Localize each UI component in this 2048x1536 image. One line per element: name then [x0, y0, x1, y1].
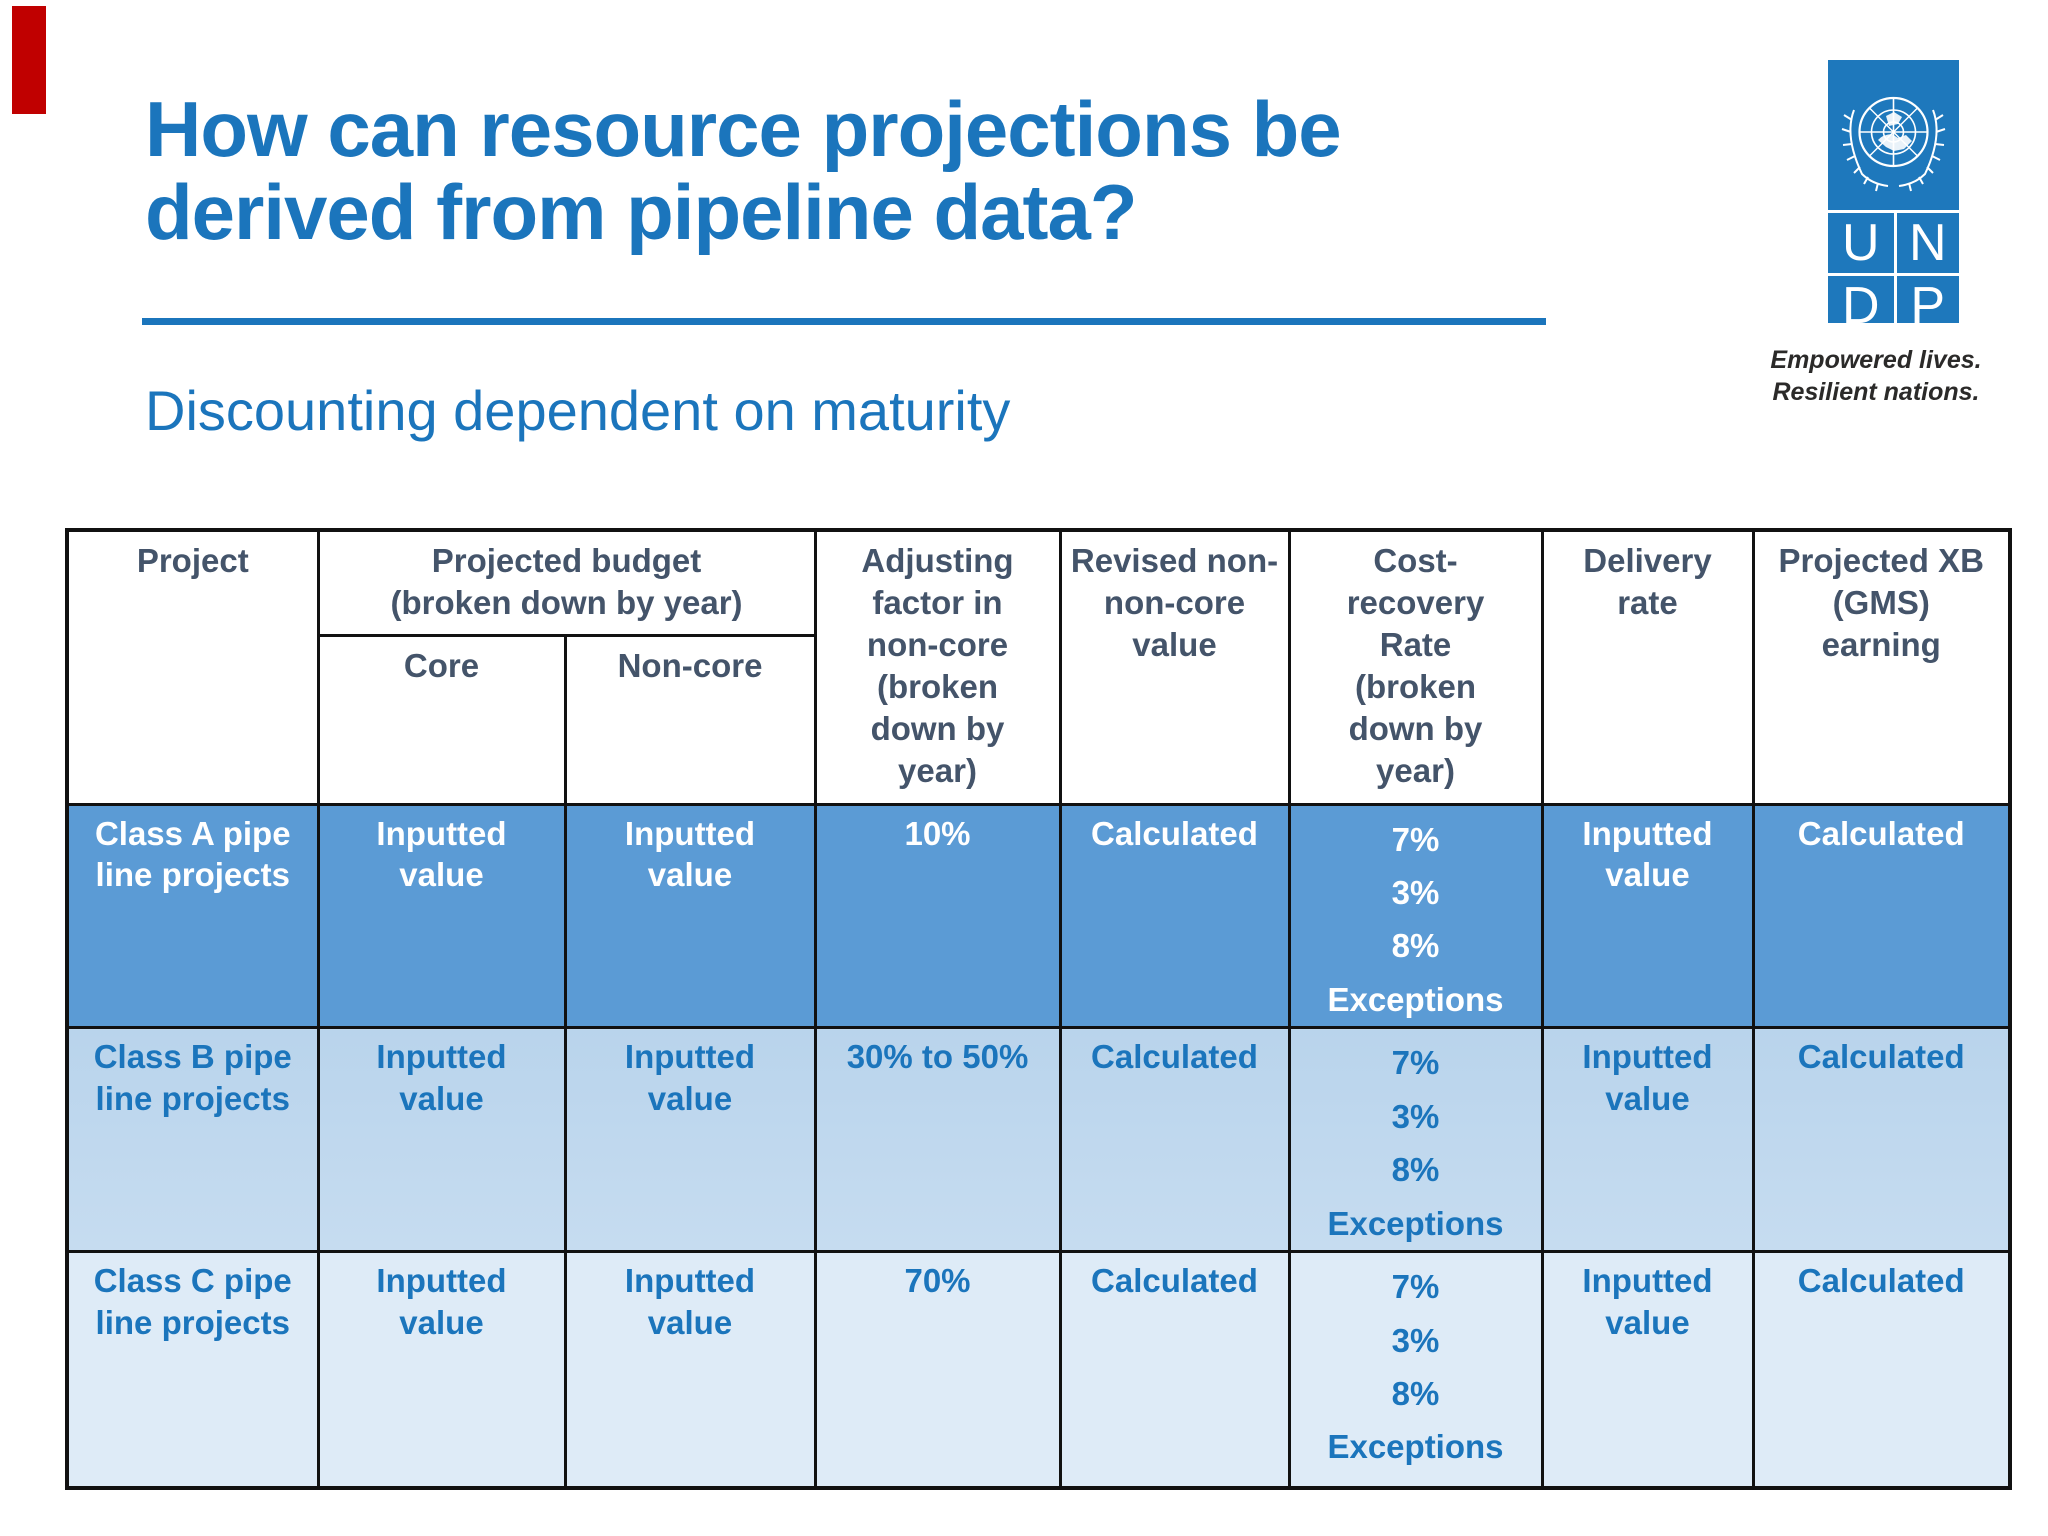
table-row-class-b: Class B pipe line projects Inputted valu… [65, 1026, 2012, 1254]
logo-letter-u: U [1828, 210, 1894, 273]
col-header-project: Project [65, 528, 320, 806]
col-header-projected-budget: Projected budget (broken down by year) [316, 528, 817, 637]
accent-bar [12, 6, 46, 114]
cell-revised-c: Calculated [1058, 1250, 1291, 1490]
tagline-line-1: Empowered lives. [1770, 346, 1982, 374]
cell-projected-xb-c: Calculated [1751, 1250, 2012, 1490]
title-divider [142, 318, 1546, 325]
header-row-2: Core Non-core [67, 633, 2010, 806]
cell-adjusting-a: 10% [813, 802, 1062, 1030]
cell-delivery-a: Inputted value [1540, 802, 1755, 1030]
cell-delivery-b: Inputted value [1540, 1026, 1755, 1254]
cell-project-b: Class B pipe line projects [65, 1026, 320, 1254]
col-header-revised-noncore: Revised non- non-core value [1058, 528, 1291, 806]
cell-noncore-c: Inputted value [563, 1250, 817, 1490]
logo-letter-d: D [1828, 273, 1894, 336]
cell-adjusting-b: 30% to 50% [813, 1026, 1062, 1254]
cell-core-a: Inputted value [316, 802, 567, 1030]
page-subtitle: Discounting dependent on maturity [145, 379, 1011, 442]
logo-letter-n: N [1893, 210, 1959, 273]
tagline-line-2: Resilient nations. [1772, 378, 1980, 406]
cell-projected-xb-a: Calculated [1751, 802, 2012, 1030]
col-header-projected-xb: Projected XB (GMS) earning [1751, 528, 2012, 806]
cell-revised-b: Calculated [1058, 1026, 1291, 1254]
page-title: How can resource projections be derived … [145, 85, 1342, 256]
col-header-non-core: Non-core [563, 633, 817, 806]
cell-cost-recovery-a: 7% 3% 8% Exceptions [1287, 802, 1544, 1030]
header-row-1: Project Projected budget (broken down by… [65, 528, 2012, 806]
cell-adjusting-c: 70% [813, 1250, 1062, 1490]
cell-cost-recovery-c: 7% 3% 8% Exceptions [1287, 1250, 1544, 1490]
col-header-cost-recovery: Cost- recovery Rate (broken down by year… [1287, 528, 1544, 806]
cell-core-c: Inputted value [316, 1250, 567, 1490]
undp-letters: U N D P [1828, 210, 1959, 336]
cell-cost-recovery-b: 7% 3% 8% Exceptions [1287, 1026, 1544, 1254]
table-row-class-a: Class A pipe line projects Inputted valu… [65, 802, 2012, 1030]
logo-letter-p: P [1893, 273, 1959, 336]
cell-project-a: Class A pipe line projects [65, 802, 320, 1030]
col-header-core: Core [316, 633, 567, 806]
un-emblem-icon [1828, 60, 1959, 210]
cell-core-b: Inputted value [316, 1026, 567, 1254]
projection-table: Project Projected budget (broken down by… [65, 528, 2012, 1490]
undp-tagline: Empowered lives. Resilient nations. [1756, 344, 1996, 408]
table-row-class-c: Class C pipe line projects Inputted valu… [65, 1250, 2012, 1490]
cell-delivery-c: Inputted value [1540, 1250, 1755, 1490]
cell-noncore-a: Inputted value [563, 802, 817, 1030]
cell-projected-xb-b: Calculated [1751, 1026, 2012, 1254]
col-header-adjusting-factor: Adjusting factor in non-core (broken dow… [813, 528, 1062, 806]
cell-noncore-b: Inputted value [563, 1026, 817, 1254]
col-header-delivery-rate: Delivery rate [1540, 528, 1755, 806]
cell-project-c: Class C pipe line projects [65, 1250, 320, 1490]
cell-revised-a: Calculated [1058, 802, 1291, 1030]
undp-logo: U N D P [1828, 60, 1959, 336]
